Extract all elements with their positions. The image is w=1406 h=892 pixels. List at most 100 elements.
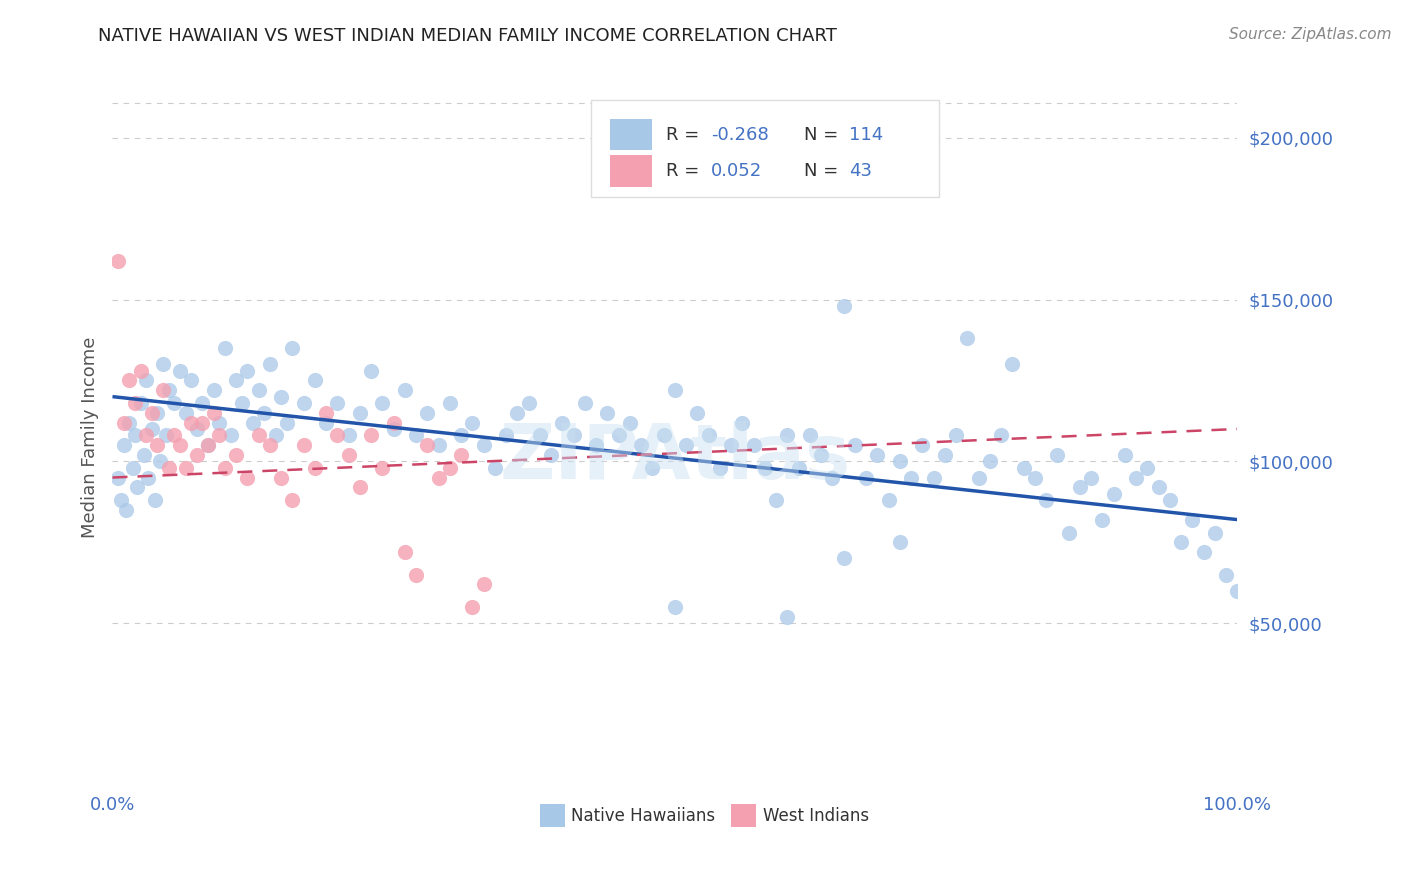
Point bbox=[247, 428, 270, 442]
Point bbox=[270, 390, 292, 404]
Point bbox=[416, 406, 439, 420]
Point bbox=[163, 396, 186, 410]
Text: West Indians: West Indians bbox=[762, 806, 869, 824]
Point bbox=[967, 470, 990, 484]
Point bbox=[141, 422, 163, 436]
Point bbox=[416, 438, 439, 452]
Point bbox=[562, 428, 585, 442]
Point bbox=[1001, 357, 1024, 371]
Point bbox=[191, 416, 214, 430]
Bar bbox=[610, 155, 652, 186]
Point bbox=[765, 493, 787, 508]
Bar bbox=[731, 805, 756, 827]
Y-axis label: Median Family Income: Median Family Income bbox=[80, 336, 98, 538]
Point bbox=[112, 416, 135, 430]
Point bbox=[292, 396, 315, 410]
Point bbox=[461, 416, 484, 430]
Point bbox=[138, 470, 160, 484]
Point bbox=[551, 416, 574, 430]
Point bbox=[1125, 470, 1147, 484]
Point bbox=[276, 416, 298, 430]
Point bbox=[264, 428, 287, 442]
Point bbox=[118, 416, 141, 430]
Point bbox=[115, 503, 138, 517]
Point bbox=[231, 396, 253, 410]
Point bbox=[349, 480, 371, 494]
Point bbox=[394, 383, 416, 397]
Text: R =: R = bbox=[666, 126, 704, 144]
Point bbox=[787, 460, 810, 475]
Point bbox=[821, 470, 844, 484]
Point bbox=[697, 428, 720, 442]
Point bbox=[450, 448, 472, 462]
Point bbox=[146, 406, 169, 420]
Point bbox=[107, 253, 129, 268]
Point bbox=[900, 470, 922, 484]
Point bbox=[304, 374, 326, 388]
Point bbox=[439, 396, 461, 410]
Point bbox=[169, 438, 191, 452]
Text: 114: 114 bbox=[849, 126, 883, 144]
Point bbox=[371, 396, 394, 410]
Point bbox=[110, 493, 132, 508]
Point bbox=[118, 374, 141, 388]
Point bbox=[281, 493, 304, 508]
Point bbox=[304, 460, 326, 475]
Point bbox=[1057, 525, 1080, 540]
Point bbox=[174, 460, 197, 475]
Point bbox=[405, 428, 427, 442]
Point bbox=[596, 406, 619, 420]
Point bbox=[197, 438, 219, 452]
Point bbox=[107, 470, 129, 484]
Point bbox=[292, 438, 315, 452]
Point bbox=[664, 383, 686, 397]
Point bbox=[720, 438, 742, 452]
Point bbox=[540, 448, 562, 462]
Point bbox=[202, 383, 225, 397]
Point bbox=[461, 599, 484, 614]
Point bbox=[1069, 480, 1091, 494]
Point bbox=[1080, 470, 1102, 484]
Point bbox=[326, 396, 349, 410]
Point bbox=[135, 428, 157, 442]
Point bbox=[337, 448, 360, 462]
Point bbox=[889, 535, 911, 549]
Point bbox=[979, 454, 1001, 468]
Point bbox=[382, 416, 405, 430]
Point bbox=[1170, 535, 1192, 549]
Point bbox=[152, 357, 174, 371]
Point bbox=[1181, 513, 1204, 527]
Point bbox=[236, 470, 259, 484]
Point bbox=[202, 406, 225, 420]
Point bbox=[225, 374, 247, 388]
Point bbox=[186, 422, 208, 436]
Point bbox=[169, 364, 191, 378]
Point bbox=[427, 438, 450, 452]
Point bbox=[686, 406, 709, 420]
Point bbox=[253, 406, 276, 420]
Point bbox=[1159, 493, 1181, 508]
Point bbox=[652, 428, 675, 442]
Point bbox=[236, 364, 259, 378]
Point bbox=[911, 438, 934, 452]
Point bbox=[1192, 545, 1215, 559]
Point bbox=[337, 428, 360, 442]
Point bbox=[127, 480, 149, 494]
Text: NATIVE HAWAIIAN VS WEST INDIAN MEDIAN FAMILY INCOME CORRELATION CHART: NATIVE HAWAIIAN VS WEST INDIAN MEDIAN FA… bbox=[98, 27, 838, 45]
Point bbox=[124, 396, 146, 410]
Point bbox=[889, 454, 911, 468]
Point bbox=[844, 438, 866, 452]
Point bbox=[157, 460, 180, 475]
Point bbox=[1024, 470, 1046, 484]
Point bbox=[810, 448, 832, 462]
Point bbox=[607, 428, 630, 442]
Point bbox=[1102, 486, 1125, 500]
Point bbox=[956, 331, 979, 345]
Point bbox=[799, 428, 821, 442]
Text: N =: N = bbox=[804, 126, 844, 144]
Point bbox=[186, 448, 208, 462]
Point bbox=[877, 493, 900, 508]
Point bbox=[709, 460, 731, 475]
Point bbox=[922, 470, 945, 484]
Point bbox=[143, 493, 166, 508]
